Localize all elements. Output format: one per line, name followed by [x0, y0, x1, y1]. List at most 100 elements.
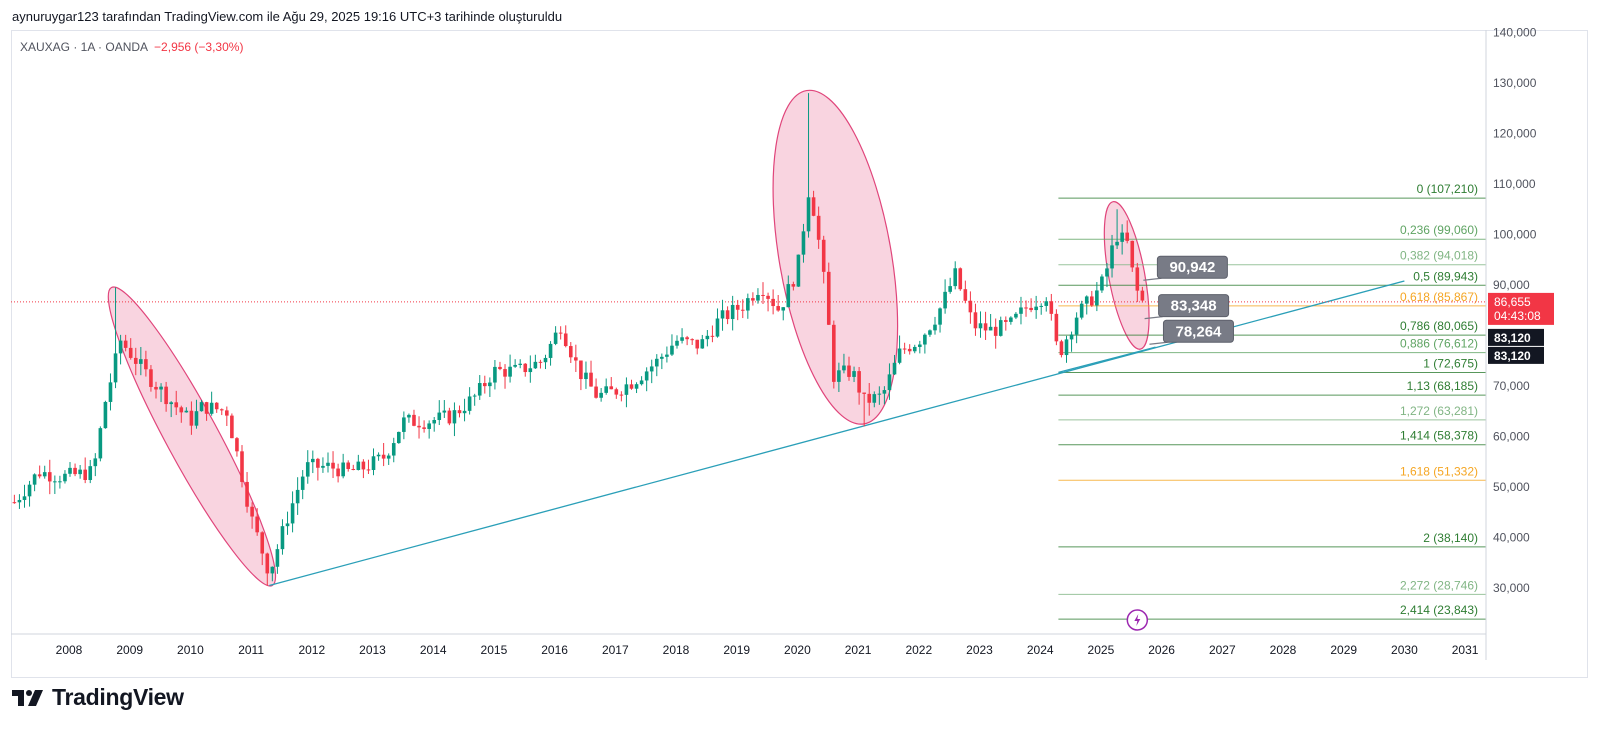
- x-tick-label: 2019: [723, 643, 750, 657]
- candle-body: [1095, 290, 1099, 306]
- candle-body: [584, 372, 588, 380]
- chart-frame: [11, 30, 1588, 678]
- candle-body: [316, 458, 320, 468]
- candle-body: [720, 310, 725, 319]
- candle-body: [270, 566, 275, 574]
- candle-body: [660, 356, 664, 359]
- candle-body: [108, 382, 113, 402]
- current-price-value: 86,655: [1494, 295, 1531, 309]
- candle-body: [751, 298, 755, 301]
- candle-body: [978, 323, 983, 329]
- candle-body: [599, 392, 603, 398]
- candle-body: [1105, 268, 1109, 277]
- candle-body: [321, 465, 325, 468]
- candle-body: [1034, 306, 1038, 311]
- candle-body: [543, 357, 548, 363]
- candle-body: [826, 271, 831, 325]
- candle-body: [391, 443, 396, 456]
- callout-leader: [1143, 277, 1162, 281]
- candle-body: [78, 469, 82, 475]
- candle-body: [235, 438, 239, 452]
- candle-body: [32, 474, 37, 485]
- fib-level-label: 0,382 (94,018): [1400, 249, 1478, 263]
- candle-body: [1009, 317, 1013, 322]
- y-tick-label: 110,000: [1493, 177, 1536, 191]
- x-tick-label: 2029: [1330, 643, 1357, 657]
- x-tick-label: 2015: [481, 643, 508, 657]
- candle-body: [1059, 341, 1064, 356]
- candle-body: [386, 455, 391, 459]
- candle-body: [872, 394, 877, 403]
- candle-body: [548, 343, 553, 358]
- callout-label: 78,264: [1176, 323, 1223, 340]
- candle-body: [690, 339, 694, 341]
- candle-body: [194, 411, 199, 426]
- price-marker-value: 83,120: [1494, 349, 1531, 363]
- candle-body: [1054, 313, 1059, 342]
- candle-body: [988, 326, 993, 331]
- candle-body: [649, 366, 654, 372]
- candle-body: [624, 384, 629, 395]
- candle-body: [219, 409, 224, 411]
- candle-body: [1100, 276, 1104, 291]
- candle-body: [568, 346, 573, 358]
- fib-level-label: 0,618 (85,867): [1400, 290, 1478, 304]
- candle-body: [199, 402, 204, 412]
- y-tick-label: 90,000: [1493, 278, 1530, 292]
- candle-body: [579, 360, 583, 380]
- candle-body: [847, 365, 851, 377]
- x-tick-label: 2009: [116, 643, 143, 657]
- candle-body: [452, 410, 457, 424]
- x-tick-label: 2017: [602, 643, 629, 657]
- callout-label: 90,942: [1169, 259, 1215, 276]
- candle-body: [1115, 241, 1119, 246]
- support-trendline[interactable]: [1058, 346, 1156, 373]
- candle-body: [887, 374, 892, 391]
- candle-body: [862, 392, 866, 394]
- highlight-ellipse: [1103, 201, 1150, 350]
- candlestick-series: [12, 93, 1145, 586]
- candle-body: [442, 410, 447, 413]
- fib-level-label: 1,13 (68,185): [1407, 379, 1478, 393]
- candle-body: [973, 312, 978, 329]
- lightning-icon: [1134, 614, 1141, 626]
- x-tick-label: 2014: [420, 643, 447, 657]
- candle-body: [37, 474, 42, 477]
- candle-body: [371, 456, 376, 470]
- candle-body: [93, 458, 98, 467]
- candle-body: [467, 396, 472, 411]
- candle-body: [746, 298, 750, 311]
- fibonacci-extension[interactable]: 0 (107,210) 0,236 (99,060) 0,382 (94,018) 0…: [1058, 182, 1486, 620]
- candle-body: [654, 358, 659, 367]
- candle-body: [22, 496, 27, 500]
- fib-level-label: 1 (72,675): [1423, 356, 1478, 370]
- x-tick-label: 2021: [845, 643, 872, 657]
- candle-body: [948, 286, 952, 292]
- candle-body: [482, 383, 487, 387]
- x-tick-label: 2022: [905, 643, 932, 657]
- fib-level-label: 0 (107,210): [1417, 182, 1478, 196]
- tradingview-logo[interactable]: TradingView: [12, 684, 184, 711]
- candle-body: [786, 284, 791, 308]
- candle-body: [816, 215, 821, 240]
- candle-body: [376, 454, 381, 457]
- candle-body: [776, 306, 780, 311]
- candle-body: [73, 467, 77, 475]
- candle-body: [1039, 305, 1044, 307]
- candle-body: [381, 454, 386, 459]
- candle-body: [133, 357, 138, 364]
- candle-body: [609, 386, 614, 390]
- candle-body: [968, 300, 973, 313]
- candle-body: [63, 473, 67, 482]
- candle-body: [1130, 240, 1135, 268]
- candle-body: [1084, 296, 1089, 304]
- candle-body: [998, 320, 1003, 336]
- candle-body: [336, 468, 340, 477]
- candle-body: [553, 332, 558, 344]
- callout-leader: [1149, 341, 1168, 345]
- candle-body: [1064, 339, 1069, 356]
- candle-body: [715, 318, 720, 337]
- candle-body: [407, 414, 411, 418]
- candle-body: [462, 410, 467, 414]
